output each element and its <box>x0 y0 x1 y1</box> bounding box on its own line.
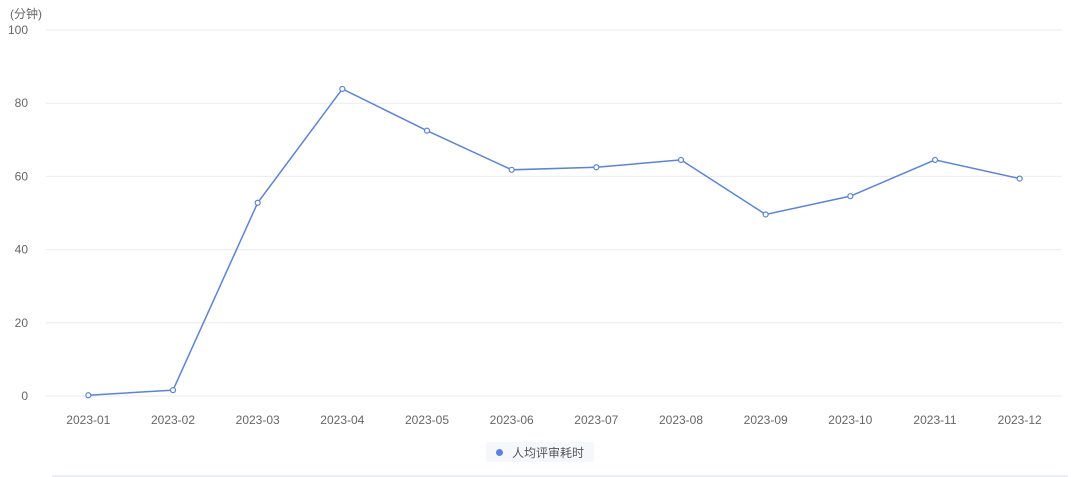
data-point <box>169 387 177 394</box>
x-tick-label: 2023-12 <box>998 413 1042 427</box>
x-tick-label: 2023-08 <box>659 413 703 427</box>
x-tick-label: 2023-01 <box>66 413 110 427</box>
y-tick-label: 20 <box>15 316 29 330</box>
x-tick-label: 2023-10 <box>828 413 872 427</box>
y-tick-label: 60 <box>15 169 29 183</box>
x-tick-label: 2023-09 <box>744 413 788 427</box>
y-tick-label: 40 <box>15 243 29 257</box>
y-axis-unit-label: (分钟) <box>10 7 42 21</box>
data-point <box>1016 175 1023 182</box>
data-point <box>847 193 854 200</box>
legend-label: 人均评审耗时 <box>512 445 585 460</box>
data-point <box>593 164 600 171</box>
data-point <box>85 392 92 399</box>
y-tick-label: 100 <box>8 23 28 37</box>
divider <box>52 475 1068 477</box>
x-tick-label: 2023-05 <box>405 413 449 427</box>
y-tick-label: 0 <box>21 389 28 403</box>
x-tick-label: 2023-04 <box>320 413 364 427</box>
x-tick-label: 2023-07 <box>574 413 618 427</box>
x-tick-label: 2023-02 <box>151 413 195 427</box>
x-tick-label: 2023-11 <box>913 413 956 427</box>
data-point <box>762 211 769 218</box>
data-point <box>508 166 515 173</box>
data-point <box>423 127 431 134</box>
legend-item[interactable]: 人均评审耗时 <box>486 442 595 462</box>
x-tick-label: 2023-06 <box>490 413 534 427</box>
line-chart: 0 20 40 60 80 100 2023-01 2023-02 2023-03 2023-04… <box>8 23 1062 427</box>
data-point <box>677 156 685 164</box>
x-tick-label: 2023-03 <box>236 413 280 427</box>
series-line <box>88 87 1020 397</box>
data-point <box>931 156 939 164</box>
legend-marker-icon <box>496 448 503 456</box>
data-point <box>339 85 346 93</box>
data-point <box>254 199 261 206</box>
y-tick-label: 80 <box>15 96 29 110</box>
